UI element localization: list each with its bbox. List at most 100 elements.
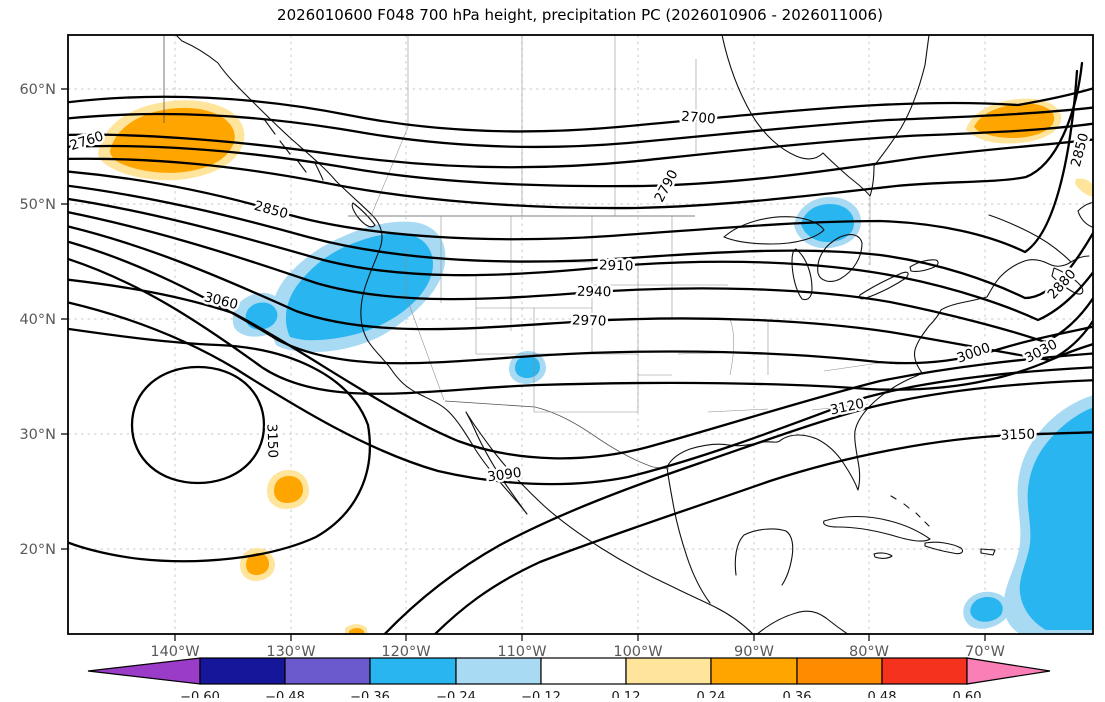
colorbar (87, 657, 1051, 685)
colorbar-tick-label: −0.12 (521, 690, 561, 698)
contour-label: 2910 (599, 257, 634, 274)
contour-lines (68, 61, 1093, 634)
colorbar-segment (540, 657, 627, 685)
contour-label: 2970 (572, 312, 607, 329)
colorbar-tick-label: −0.48 (265, 690, 305, 698)
contour-line-2970 (68, 225, 1093, 362)
coast-st-lawrence (988, 214, 1072, 263)
contour-line-2850 (68, 69, 1079, 254)
colorbar-segment (881, 657, 968, 685)
x-axis-labels: 140°W 130°W 120°W 110°W 100°W 90°W 80°W … (150, 644, 1005, 660)
colorbar-tick-label: 0.36 (783, 690, 812, 698)
contour-line-2790 (68, 138, 1093, 188)
contour-label: 2850 (1068, 131, 1092, 168)
contour-line-2880 (68, 184, 1093, 300)
coast-hudson-bay (721, 35, 930, 197)
y-tick-label: 30°N (19, 427, 56, 443)
island-hispaniola (924, 541, 964, 555)
shade-neg-core-california (245, 302, 278, 330)
x-tick-label: 120°W (381, 644, 430, 660)
contour-label: 2850 (252, 198, 289, 222)
lake-ontario (909, 259, 939, 272)
coast-west-mexico (175, 35, 754, 634)
contour-label: 2700 (681, 109, 717, 128)
shade-pos-rim-east-edge (1075, 178, 1093, 197)
colorbar-segment (199, 657, 286, 685)
contour-line-3120-west (68, 327, 371, 563)
colorbar-segment (369, 657, 457, 685)
shade-pos-core-nw (110, 107, 235, 173)
colorbar-segment (710, 657, 798, 685)
contour-line-2700 (68, 87, 1093, 133)
x-tick-label: 70°W (965, 644, 1005, 660)
colorbar-tick-label: 0.12 (612, 690, 641, 698)
page-title: 2026010600 F048 700 hPa height, precipit… (277, 6, 883, 24)
shade-neg-core-florida (970, 597, 1003, 622)
shade-pos-core-pacific-a (274, 476, 303, 503)
plot-border (67, 34, 1094, 635)
colorbar-tick-label: 0.60 (953, 690, 982, 698)
shade-neg-core-colorado (515, 356, 540, 378)
colorbar-tick-label: −0.36 (350, 690, 390, 698)
coast-gulf-east (666, 255, 1090, 604)
plot-clip-group: 2760 2850 3060 2700 2790 2910 2940 2970 … (68, 35, 1093, 634)
colorbar-arrow-left (87, 657, 201, 685)
coastlines (175, 35, 1093, 634)
island-vancouver (351, 202, 376, 228)
x-tick-label: 100°W (613, 644, 662, 660)
colorbar-segment (284, 657, 371, 685)
contour-line-2940 (68, 211, 1093, 344)
colorbar-segment (455, 657, 542, 685)
political-borders (163, 35, 695, 470)
colorbar-tick-label: 0.48 (868, 690, 897, 698)
coast-central-america (756, 610, 849, 634)
contour-label: 2940 (577, 284, 612, 301)
islands-bahamas (890, 495, 930, 527)
contour-label: 3120 (829, 396, 866, 419)
x-tick-label: 130°W (266, 644, 315, 660)
lake-michigan (791, 248, 813, 301)
contour-line-3120-east (383, 379, 1093, 634)
y-tick-label: 60°N (19, 82, 56, 98)
colorbar-tick-label: −0.60 (180, 690, 220, 698)
colorbar-tick-labels: −0.60 −0.48 −0.36 −0.24 −0.12 0.12 0.24 … (180, 690, 982, 702)
lake-superior (723, 216, 825, 245)
plot-area: 2760 2850 3060 2700 2790 2910 2940 2970 … (67, 34, 1094, 635)
y-tick-label: 20°N (19, 542, 56, 558)
y-tick-label: 40°N (19, 312, 56, 328)
x-tick-label: 90°W (734, 644, 774, 660)
contour-line-3150-closed-high (130, 365, 266, 485)
shade-pos-core-pacific-b (246, 553, 269, 575)
contour-line-3060 (68, 278, 1093, 460)
contour-line-3090 (68, 301, 1093, 486)
y-axis-labels: 60°N 50°N 40°N 30°N 20°N (19, 82, 56, 558)
coast-yucatan (734, 528, 794, 586)
lake-huron (817, 234, 863, 282)
shade-pos-core-south-edge (349, 628, 364, 634)
contour-line-2820 (68, 61, 1084, 210)
colorbar-tick-label: 0.24 (697, 690, 726, 698)
border-us-mexico (444, 400, 670, 470)
contour-label: 3150 (263, 423, 280, 458)
colorbar-tick-label: −0.24 (436, 690, 476, 698)
x-tick-label: 80°W (849, 644, 889, 660)
contour-label: 2880 (1045, 266, 1080, 302)
colorbar-segment (625, 657, 712, 685)
coast-newfoundland (1077, 201, 1093, 228)
contour-line-2910 (68, 197, 1093, 322)
island-cuba (823, 516, 931, 542)
island-puerto-rico (980, 548, 996, 556)
colorbar-segment (796, 657, 883, 685)
contour-line-3150-east (433, 431, 1093, 634)
shade-neg-core-atlantic (1019, 407, 1093, 630)
x-tick-marks (174, 634, 986, 641)
x-tick-label: 140°W (150, 644, 199, 660)
y-tick-label: 50°N (19, 197, 56, 213)
colorbar-arrow-right (966, 657, 1051, 685)
coast-nova-scotia (1051, 267, 1084, 295)
y-tick-marks (61, 88, 68, 550)
contour-line-2730 (68, 106, 1093, 149)
island-jamaica (873, 552, 893, 559)
contour-label: 3150 (1000, 426, 1035, 443)
